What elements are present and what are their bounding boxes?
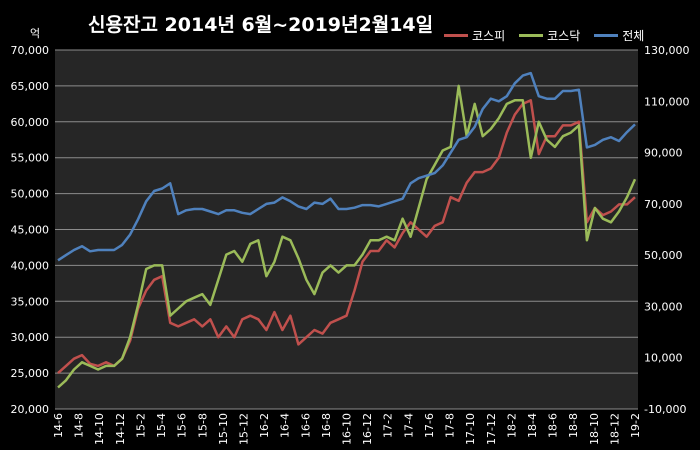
x-axis: 14-6 14-8 14-10 14-12 15-2 15-4 15-6 15-8 15-10 1… bbox=[52, 413, 642, 445]
x-tick-label: 18-4 bbox=[526, 413, 539, 438]
y-left-tick-label: 25,000 bbox=[11, 367, 50, 380]
x-tick-label: 14-10 bbox=[93, 413, 106, 445]
series-line-kosdaq bbox=[57, 84, 637, 389]
series-lines bbox=[57, 71, 637, 389]
legend: 코스피 코스닥 전체 bbox=[444, 27, 644, 44]
x-tick-label: 19-2 bbox=[629, 413, 642, 438]
legend-swatch-kosdaq bbox=[519, 34, 544, 37]
right-y-axis: -10,000 10,000 30,000 50,000 70,000 90,000 110… bbox=[644, 44, 690, 416]
x-tick-label: 17-4 bbox=[402, 413, 415, 438]
y-left-tick-label: 65,000 bbox=[11, 80, 50, 93]
left-y-axis: 20,000 25,000 30,000 35,000 40,000 45,000 50,0… bbox=[11, 44, 50, 416]
series-line-total bbox=[57, 71, 636, 262]
y-left-tick-label: 45,000 bbox=[11, 224, 50, 237]
y-left-tick-label: 50,000 bbox=[11, 188, 50, 201]
x-tick-label: 16-6 bbox=[299, 413, 312, 438]
y-left-tick-label: 30,000 bbox=[11, 331, 50, 344]
legend-swatch-total bbox=[594, 34, 619, 37]
x-tick-label: 17-12 bbox=[485, 413, 498, 445]
legend-item-kospi: 코스피 bbox=[444, 27, 505, 44]
x-tick-label: 18-12 bbox=[608, 413, 621, 445]
x-tick-label: 16-4 bbox=[279, 413, 292, 438]
legend-label-kosdaq: 코스닥 bbox=[547, 29, 581, 43]
x-tick-label: 18-6 bbox=[547, 413, 560, 438]
x-tick-label: 15-10 bbox=[217, 413, 230, 445]
x-tick-label: 14-12 bbox=[114, 413, 127, 445]
y-right-tick-label: -10,000 bbox=[644, 403, 686, 416]
x-tick-label: 18-2 bbox=[505, 413, 518, 438]
x-tick-label: 17-6 bbox=[423, 413, 436, 438]
x-tick-label: 17-8 bbox=[444, 413, 457, 438]
y-right-tick-label: 10,000 bbox=[644, 352, 683, 365]
y-right-tick-label: 130,000 bbox=[644, 44, 690, 57]
y-right-tick-label: 70,000 bbox=[644, 198, 683, 211]
y-right-tick-label: 30,000 bbox=[644, 300, 683, 313]
series-line-kospi bbox=[57, 99, 636, 375]
y-right-tick-label: 50,000 bbox=[644, 249, 683, 262]
x-tick-label: 14-6 bbox=[52, 413, 65, 438]
chart-title: 신용잔고 2014년 6월~2019년2월14일 bbox=[88, 14, 434, 36]
x-tick-label: 15-2 bbox=[134, 413, 147, 438]
legend-item-kosdaq: 코스닥 bbox=[519, 27, 580, 44]
legend-label-total: 전체 bbox=[622, 29, 645, 43]
x-tick-label: 17-10 bbox=[464, 413, 477, 445]
x-tick-label: 16-8 bbox=[320, 413, 333, 438]
x-tick-label: 16-2 bbox=[258, 413, 271, 438]
x-tick-label: 14-8 bbox=[73, 413, 86, 438]
y-left-tick-label: 55,000 bbox=[11, 152, 50, 165]
legend-item-total: 전체 bbox=[594, 27, 644, 44]
y-axis-unit: 억 bbox=[30, 27, 41, 40]
x-tick-label: 17-2 bbox=[382, 413, 395, 438]
y-left-tick-label: 70,000 bbox=[11, 44, 50, 57]
x-tick-label: 16-12 bbox=[361, 413, 374, 445]
y-left-tick-label: 35,000 bbox=[11, 295, 50, 308]
y-left-tick-label: 60,000 bbox=[11, 116, 50, 129]
y-right-tick-label: 110,000 bbox=[644, 95, 690, 108]
y-left-tick-label: 20,000 bbox=[11, 403, 50, 416]
x-tick-label: 15-6 bbox=[176, 413, 189, 438]
x-tick-label: 15-4 bbox=[155, 413, 168, 438]
x-tick-label: 15-8 bbox=[196, 413, 209, 438]
gridlines bbox=[55, 49, 638, 410]
x-tick-label: 15-12 bbox=[237, 413, 250, 445]
legend-swatch-kospi bbox=[444, 34, 468, 37]
y-left-tick-label: 40,000 bbox=[11, 259, 50, 272]
y-right-tick-label: 90,000 bbox=[644, 147, 683, 160]
x-tick-label: 16-10 bbox=[341, 413, 354, 445]
x-tick-label: 18-10 bbox=[588, 413, 601, 445]
legend-label-kospi: 코스피 bbox=[472, 29, 506, 43]
x-tick-label: 18-8 bbox=[567, 413, 580, 438]
